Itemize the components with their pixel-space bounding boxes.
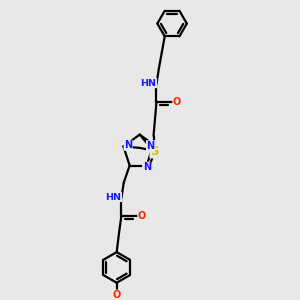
Text: N: N bbox=[147, 141, 155, 151]
Text: N: N bbox=[143, 162, 151, 172]
Text: HN: HN bbox=[140, 79, 157, 88]
Text: O: O bbox=[112, 290, 121, 300]
Text: O: O bbox=[138, 211, 146, 220]
Text: HN: HN bbox=[105, 193, 122, 202]
Text: O: O bbox=[173, 97, 181, 107]
Text: N: N bbox=[124, 140, 132, 150]
Text: S: S bbox=[150, 145, 159, 158]
